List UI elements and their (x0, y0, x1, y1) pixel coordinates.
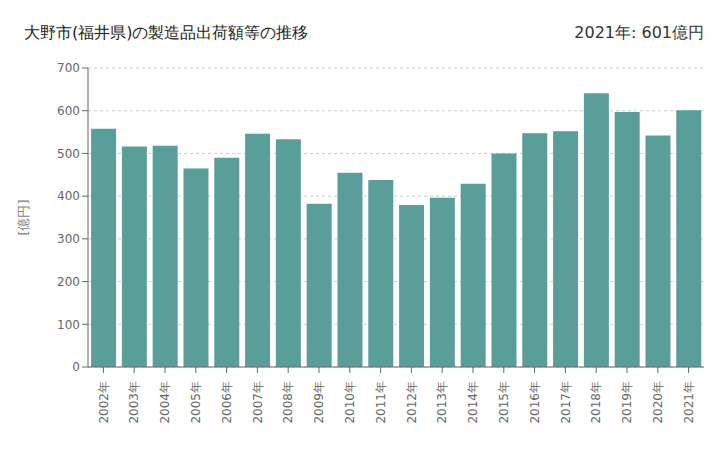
svg-text:2010年: 2010年 (343, 381, 357, 424)
html-text:2021年: 601億円: 2021年: 601億円 (574, 22, 704, 42)
svg-text:2011年: 2011年 (374, 381, 388, 424)
svg-text:[億円]: [億円] (16, 199, 31, 235)
svg-text:700: 700 (57, 61, 80, 75)
html-text:大野市(福井県)の製造品出荷額等の推移: 大野市(福井県)の製造品出荷額等の推移 (24, 22, 309, 42)
svg-text:2004年: 2004年 (158, 381, 172, 424)
svg-text:2009年: 2009年 (312, 381, 326, 424)
svg-text:2015年: 2015年 (497, 381, 511, 424)
svg-text:2016年: 2016年 (528, 381, 542, 424)
svg-text:0: 0 (72, 360, 80, 374)
svg-text:2021年: 2021年 (682, 381, 696, 424)
svg-text:100: 100 (57, 318, 80, 332)
svg-text:2013年: 2013年 (435, 381, 449, 424)
svg-text:2017年: 2017年 (559, 381, 573, 424)
svg-text:2008年: 2008年 (281, 381, 295, 424)
svg-text:2014年: 2014年 (466, 381, 480, 424)
svg-text:2019年: 2019年 (620, 381, 634, 424)
svg-text:600: 600 (57, 104, 80, 118)
svg-text:2006年: 2006年 (220, 381, 234, 424)
svg-text:300: 300 (57, 232, 80, 246)
svg-text:2018年: 2018年 (589, 381, 603, 424)
svg-text:2005年: 2005年 (189, 381, 203, 424)
svg-text:400: 400 (57, 189, 80, 203)
svg-text:2002年: 2002年 (97, 381, 111, 424)
svg-text:500: 500 (57, 147, 80, 161)
svg-text:2012年: 2012年 (405, 381, 419, 424)
svg-text:2003年: 2003年 (127, 381, 141, 424)
svg-text:2007年: 2007年 (251, 381, 265, 424)
svg-text:200: 200 (57, 275, 80, 289)
svg-text:2020年: 2020年 (651, 381, 665, 424)
